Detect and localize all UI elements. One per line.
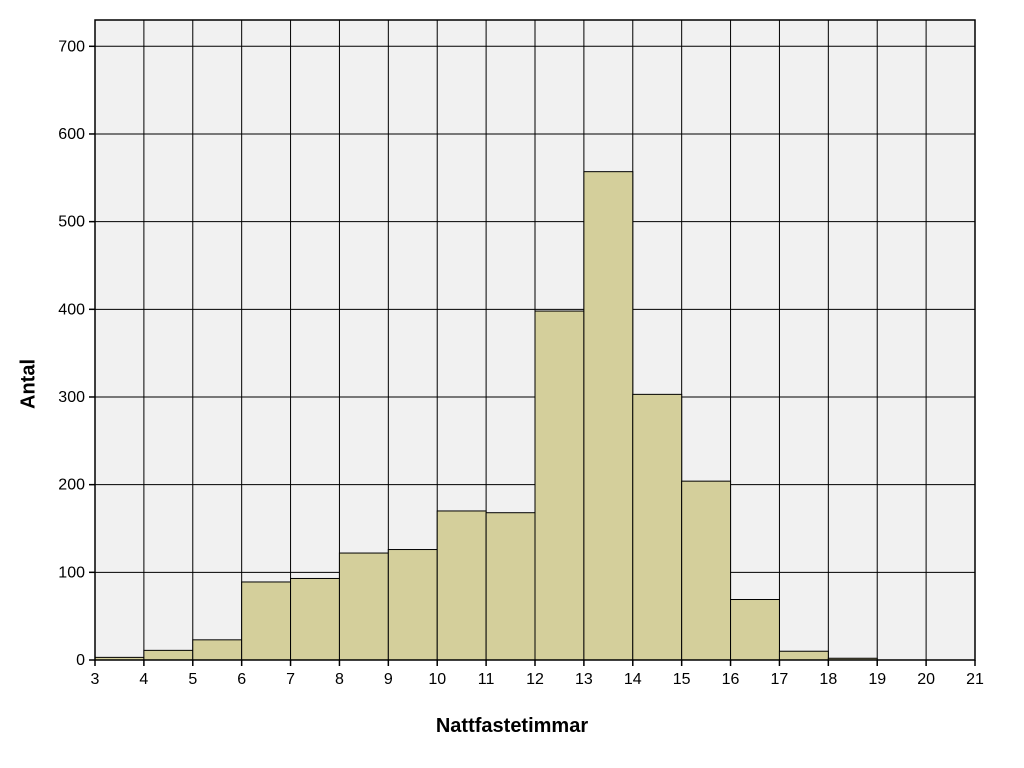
svg-text:3: 3 <box>91 671 100 688</box>
histogram-chart: 0 100 200 300 400 500 600 700 3 4 5 6 7 8 9 10 11 12 13 14 1… <box>0 0 1024 768</box>
svg-text:500: 500 <box>58 214 85 231</box>
svg-text:13: 13 <box>575 671 593 688</box>
svg-text:19: 19 <box>868 671 886 688</box>
svg-text:17: 17 <box>771 671 789 688</box>
svg-text:0: 0 <box>76 652 85 669</box>
svg-text:5: 5 <box>188 671 197 688</box>
svg-text:18: 18 <box>819 671 837 688</box>
svg-text:6: 6 <box>237 671 246 688</box>
svg-text:15: 15 <box>673 671 691 688</box>
x-axis-label: Nattfastetimmar <box>0 715 1024 738</box>
svg-text:10: 10 <box>428 671 446 688</box>
svg-text:400: 400 <box>58 301 85 318</box>
chart-svg: 0 100 200 300 400 500 600 700 3 4 5 6 7 8 9 10 11 12 13 14 1… <box>0 0 1024 768</box>
svg-text:11: 11 <box>478 671 495 688</box>
svg-text:16: 16 <box>722 671 740 688</box>
svg-text:9: 9 <box>384 671 393 688</box>
svg-text:7: 7 <box>286 671 295 688</box>
svg-text:20: 20 <box>917 671 935 688</box>
svg-text:600: 600 <box>58 126 85 143</box>
svg-text:100: 100 <box>58 564 85 581</box>
svg-text:14: 14 <box>624 671 642 688</box>
svg-text:21: 21 <box>966 671 984 688</box>
y-axis-label: Antal <box>18 359 41 409</box>
svg-text:4: 4 <box>139 671 148 688</box>
svg-text:12: 12 <box>526 671 544 688</box>
svg-text:300: 300 <box>58 389 85 406</box>
svg-text:200: 200 <box>58 477 85 494</box>
svg-text:8: 8 <box>335 671 344 688</box>
svg-text:700: 700 <box>58 38 85 55</box>
